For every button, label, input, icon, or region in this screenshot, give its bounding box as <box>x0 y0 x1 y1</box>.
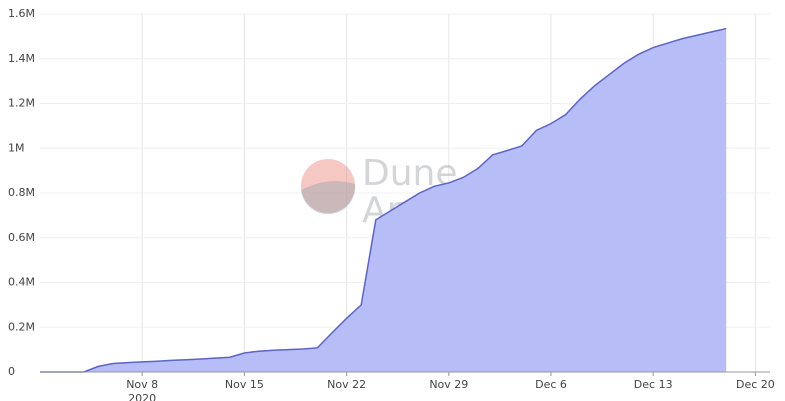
y-tick-label: 0.8M <box>8 186 35 199</box>
watermark-logo <box>301 181 356 215</box>
x-tick-label: Dec 6 <box>535 378 567 391</box>
x-tick-label: Dec 13 <box>634 378 673 391</box>
y-tick-label: 0.2M <box>8 320 35 333</box>
area <box>40 28 727 372</box>
y-tick-label: 0.4M <box>8 276 35 289</box>
x-tick-label: Nov 22 <box>327 378 366 391</box>
watermark-logo <box>301 159 355 213</box>
x-tick-label: Nov 15 <box>225 378 264 391</box>
x-tick-label: Nov 8 <box>126 378 158 391</box>
y-tick-label: 1M <box>8 141 25 154</box>
x-year-label: 2020 <box>128 392 156 401</box>
y-tick-label: 0 <box>8 365 15 378</box>
x-tick-label: Dec 20 <box>736 378 775 391</box>
x-tick-label: Nov 29 <box>429 378 468 391</box>
y-tick-label: 1.6M <box>8 7 35 20</box>
line <box>40 27 727 373</box>
y-tick-label: 1.2M <box>8 97 35 110</box>
y-tick-label: 0.6M <box>8 231 35 244</box>
y-tick-label: 1.4M <box>8 52 35 65</box>
